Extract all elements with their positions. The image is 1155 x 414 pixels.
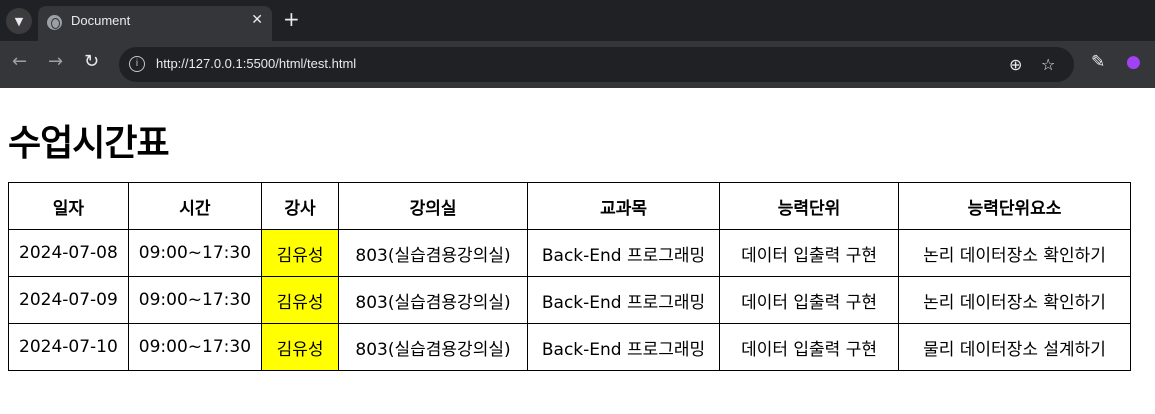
cell-instructor: 김유성 bbox=[261, 323, 340, 371]
url-text: http://127.0.0.1:5500/html/test.html bbox=[156, 56, 357, 71]
eyedropper-extension-icon[interactable]: ✎ bbox=[1091, 52, 1106, 72]
cell-instructor: 김유성 bbox=[261, 276, 340, 324]
browser-chrome: ▼ Document ✕ + ← → ↻ i http://127.0.0.1:… bbox=[0, 0, 1155, 88]
cell-competency-element: 논리 데이터장소 확인하기 bbox=[898, 276, 1132, 324]
zoom-icon[interactable]: ⊕ bbox=[1009, 55, 1023, 74]
header-classroom: 강의실 bbox=[338, 182, 529, 230]
cell-competency-element: 물리 데이터장소 설계하기 bbox=[898, 323, 1132, 371]
back-icon[interactable]: ← bbox=[12, 51, 28, 72]
cell-competency-unit: 데이터 입출력 구현 bbox=[719, 323, 900, 371]
cell-subject: Back-End 프로그래밍 bbox=[527, 229, 721, 277]
cell-date: 2024-07-08 bbox=[8, 229, 129, 277]
cell-date: 2024-07-09 bbox=[8, 276, 129, 324]
new-tab-icon[interactable]: + bbox=[283, 7, 300, 31]
header-instructor: 강사 bbox=[261, 182, 340, 230]
active-tab[interactable]: Document ✕ bbox=[38, 6, 272, 41]
cell-classroom: 803(실습겸용강의실) bbox=[338, 229, 529, 277]
table-row: 2024-07-10 09:00~17:30 김유성 803(실습겸용강의실) … bbox=[8, 323, 1132, 371]
cell-date: 2024-07-10 bbox=[8, 323, 129, 371]
site-info-icon[interactable]: i bbox=[129, 56, 145, 72]
tab-search-icon[interactable]: ▼ bbox=[6, 8, 32, 34]
cell-competency-unit: 데이터 입출력 구현 bbox=[719, 229, 900, 277]
cell-competency-element: 논리 데이터장소 확인하기 bbox=[898, 229, 1132, 277]
cell-classroom: 803(실습겸용강의실) bbox=[338, 323, 529, 371]
cell-time: 09:00~17:30 bbox=[127, 276, 263, 324]
schedule-table: 일자 시간 강사 강의실 교과목 능력단위 능력단위요소 2024-07-08 … bbox=[8, 182, 1132, 371]
reload-icon[interactable]: ↻ bbox=[84, 51, 100, 72]
tab-title: Document bbox=[71, 13, 131, 28]
address-bar[interactable]: i http://127.0.0.1:5500/html/test.html ⊕… bbox=[119, 47, 1074, 82]
header-date: 일자 bbox=[8, 182, 129, 230]
table-header-row: 일자 시간 강사 강의실 교과목 능력단위 능력단위요소 bbox=[8, 182, 1132, 230]
bookmark-star-icon[interactable]: ☆ bbox=[1041, 55, 1056, 74]
header-subject: 교과목 bbox=[527, 182, 721, 230]
cell-time: 09:00~17:30 bbox=[127, 323, 263, 371]
tab-strip: ▼ Document ✕ + bbox=[0, 0, 1155, 41]
cell-classroom: 803(실습겸용강의실) bbox=[338, 276, 529, 324]
page-title: 수업시간표 bbox=[8, 123, 170, 164]
profile-avatar-icon[interactable]: ● bbox=[1126, 52, 1141, 72]
cell-instructor: 김유성 bbox=[261, 229, 340, 277]
header-competency-element: 능력단위요소 bbox=[898, 182, 1132, 230]
toolbar: ← → ↻ i http://127.0.0.1:5500/html/test.… bbox=[0, 41, 1155, 88]
forward-icon[interactable]: → bbox=[48, 51, 64, 72]
table-row: 2024-07-09 09:00~17:30 김유성 803(실습겸용강의실) … bbox=[8, 276, 1132, 324]
header-time: 시간 bbox=[127, 182, 263, 230]
table-row: 2024-07-08 09:00~17:30 김유성 803(실습겸용강의실) … bbox=[8, 229, 1132, 277]
cell-subject: Back-End 프로그래밍 bbox=[527, 323, 721, 371]
cell-subject: Back-End 프로그래밍 bbox=[527, 276, 721, 324]
close-tab-icon[interactable]: ✕ bbox=[251, 12, 263, 28]
globe-icon bbox=[47, 15, 62, 30]
cell-time: 09:00~17:30 bbox=[127, 229, 263, 277]
header-competency-unit: 능력단위 bbox=[719, 182, 900, 230]
cell-competency-unit: 데이터 입출력 구현 bbox=[719, 276, 900, 324]
